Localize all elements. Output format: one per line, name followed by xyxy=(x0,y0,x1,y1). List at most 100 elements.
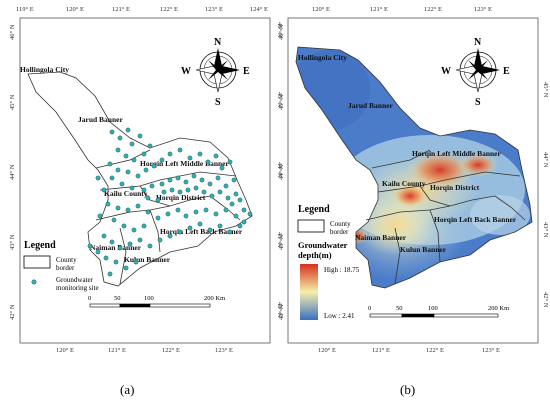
compass-point xyxy=(218,70,228,80)
monitoring-site-marker xyxy=(115,147,121,153)
monitoring-site-marker xyxy=(241,219,247,225)
monitoring-site-marker xyxy=(177,147,183,153)
county-boundary xyxy=(429,209,441,263)
monitoring-site-marker xyxy=(209,193,215,199)
legend-border-swatch xyxy=(23,255,51,269)
panel-b-top-ticks: 120° E 121° E 122° E 123° E xyxy=(312,6,492,13)
legend-low-label: Low : 2.41 xyxy=(324,312,355,320)
monitoring-site-marker xyxy=(109,175,115,181)
monitoring-site-marker xyxy=(105,201,111,207)
tick-label: 121° E xyxy=(370,6,388,13)
county-label: Naiman Banner xyxy=(90,243,142,252)
monitoring-site-marker xyxy=(217,223,223,229)
tick-label: 45° N xyxy=(9,94,16,110)
compass-w: W xyxy=(441,66,451,77)
tick-label: 120° E xyxy=(318,347,336,354)
scale-segment xyxy=(401,313,435,318)
monitoring-site-marker xyxy=(241,207,247,213)
monitoring-site-marker xyxy=(197,221,203,227)
scale-segment xyxy=(89,303,121,308)
monitoring-site-marker xyxy=(129,185,135,191)
scale-bar: 0 50 100 200 Km xyxy=(88,295,225,308)
caption-a: (a) xyxy=(120,382,134,397)
panel-a-right-ticks: 46° N 45° N 44° N 43° N 42° N xyxy=(276,22,283,318)
monitoring-site-marker xyxy=(103,255,109,261)
legend-high-label: High : 18.75 xyxy=(324,266,360,274)
county-label: Horqin Left Back Banner xyxy=(160,227,243,236)
county-boundary xyxy=(149,209,161,253)
compass-point xyxy=(478,60,488,70)
monitoring-site-marker xyxy=(185,187,191,193)
compass-point xyxy=(208,70,218,80)
county-boundary xyxy=(119,227,127,285)
monitoring-site-marker xyxy=(219,165,225,171)
tick-label: 43° N xyxy=(542,222,549,238)
compass-point xyxy=(208,60,218,70)
monitoring-site-marker xyxy=(111,217,117,223)
monitoring-site-marker xyxy=(115,167,121,173)
county-label: Kailu County xyxy=(382,179,426,188)
monitoring-site-marker xyxy=(155,197,161,203)
legend: Legend County border Groundwater monitor… xyxy=(23,240,99,292)
compass-point xyxy=(468,60,478,70)
tick-label: 46° N xyxy=(9,24,16,40)
scale-label: 0 xyxy=(368,305,371,312)
county-boundary xyxy=(99,171,237,191)
tick-label: 42° N xyxy=(9,304,16,320)
compass-e: E xyxy=(243,66,250,77)
county-label: Horqin Left Middle Banner xyxy=(412,149,501,158)
surface-hotspot xyxy=(392,184,428,208)
tick-label: 43° N xyxy=(9,234,16,250)
monitoring-site-marker xyxy=(183,213,189,219)
scale-segment xyxy=(433,313,499,318)
tick-label: 119° E xyxy=(16,6,34,13)
legend-title: Legend xyxy=(24,240,56,251)
monitoring-site-marker xyxy=(215,175,221,181)
monitoring-site-marker xyxy=(165,211,171,217)
legend-label: border xyxy=(56,264,75,272)
legend-site-symbol xyxy=(31,279,37,285)
tick-label: 45° N xyxy=(276,92,283,108)
county-label: Horqin Left Middle Banner xyxy=(140,159,229,168)
county-boundary xyxy=(365,205,451,221)
monitoring-site-marker xyxy=(227,159,233,165)
monitoring-site-marker xyxy=(187,155,193,161)
panel-a-left-ticks: 46° N 45° N 44° N 43° N 42° N xyxy=(9,24,16,320)
tick-label: 45° N xyxy=(542,82,549,98)
tick-label: 45° N xyxy=(278,94,285,110)
monitoring-site-marker xyxy=(141,223,147,229)
monitoring-site-marker xyxy=(177,189,183,195)
monitoring-site-marker xyxy=(159,157,165,163)
compass-e: E xyxy=(503,66,510,77)
monitoring-site-marker xyxy=(125,207,131,213)
compass-s: S xyxy=(475,97,481,108)
monitoring-site-marker xyxy=(237,223,243,229)
monitoring-site-marker xyxy=(87,243,93,249)
monitoring-site-marker xyxy=(95,175,101,181)
county-label: Naiman Banner xyxy=(355,233,407,242)
tick-label: 123° E xyxy=(482,347,500,354)
scale-label: 200 Km xyxy=(204,295,225,302)
tick-label: 121° E xyxy=(112,6,130,13)
monitoring-site-marker xyxy=(125,127,131,133)
monitoring-site-marker xyxy=(151,163,157,169)
caption-b: (b) xyxy=(400,382,415,397)
panel-a-region xyxy=(27,71,253,287)
tick-label: 122° E xyxy=(424,6,442,13)
monitoring-site-marker xyxy=(205,159,211,165)
scale-label: 50 xyxy=(396,305,403,312)
scale-label: 100 xyxy=(428,305,438,312)
monitoring-site-marker xyxy=(231,177,237,183)
tick-label: 44° N xyxy=(542,152,549,168)
monitoring-site-marker xyxy=(109,129,115,135)
monitoring-site-marker xyxy=(123,265,129,271)
monitoring-site-marker xyxy=(121,223,127,229)
surface-hotspot xyxy=(458,153,498,177)
monitoring-site-marker xyxy=(135,173,141,179)
panel-a: 119° E 120° E 121° E 122° E 123° E 124° … xyxy=(9,6,283,397)
tick-label: 42° N xyxy=(278,304,285,320)
compass-rose: N S E W xyxy=(181,37,250,108)
monitoring-site-marker xyxy=(201,189,207,195)
legend-ramp-title: depth(m) xyxy=(298,250,332,260)
compass-rose: N S E W xyxy=(441,37,510,108)
